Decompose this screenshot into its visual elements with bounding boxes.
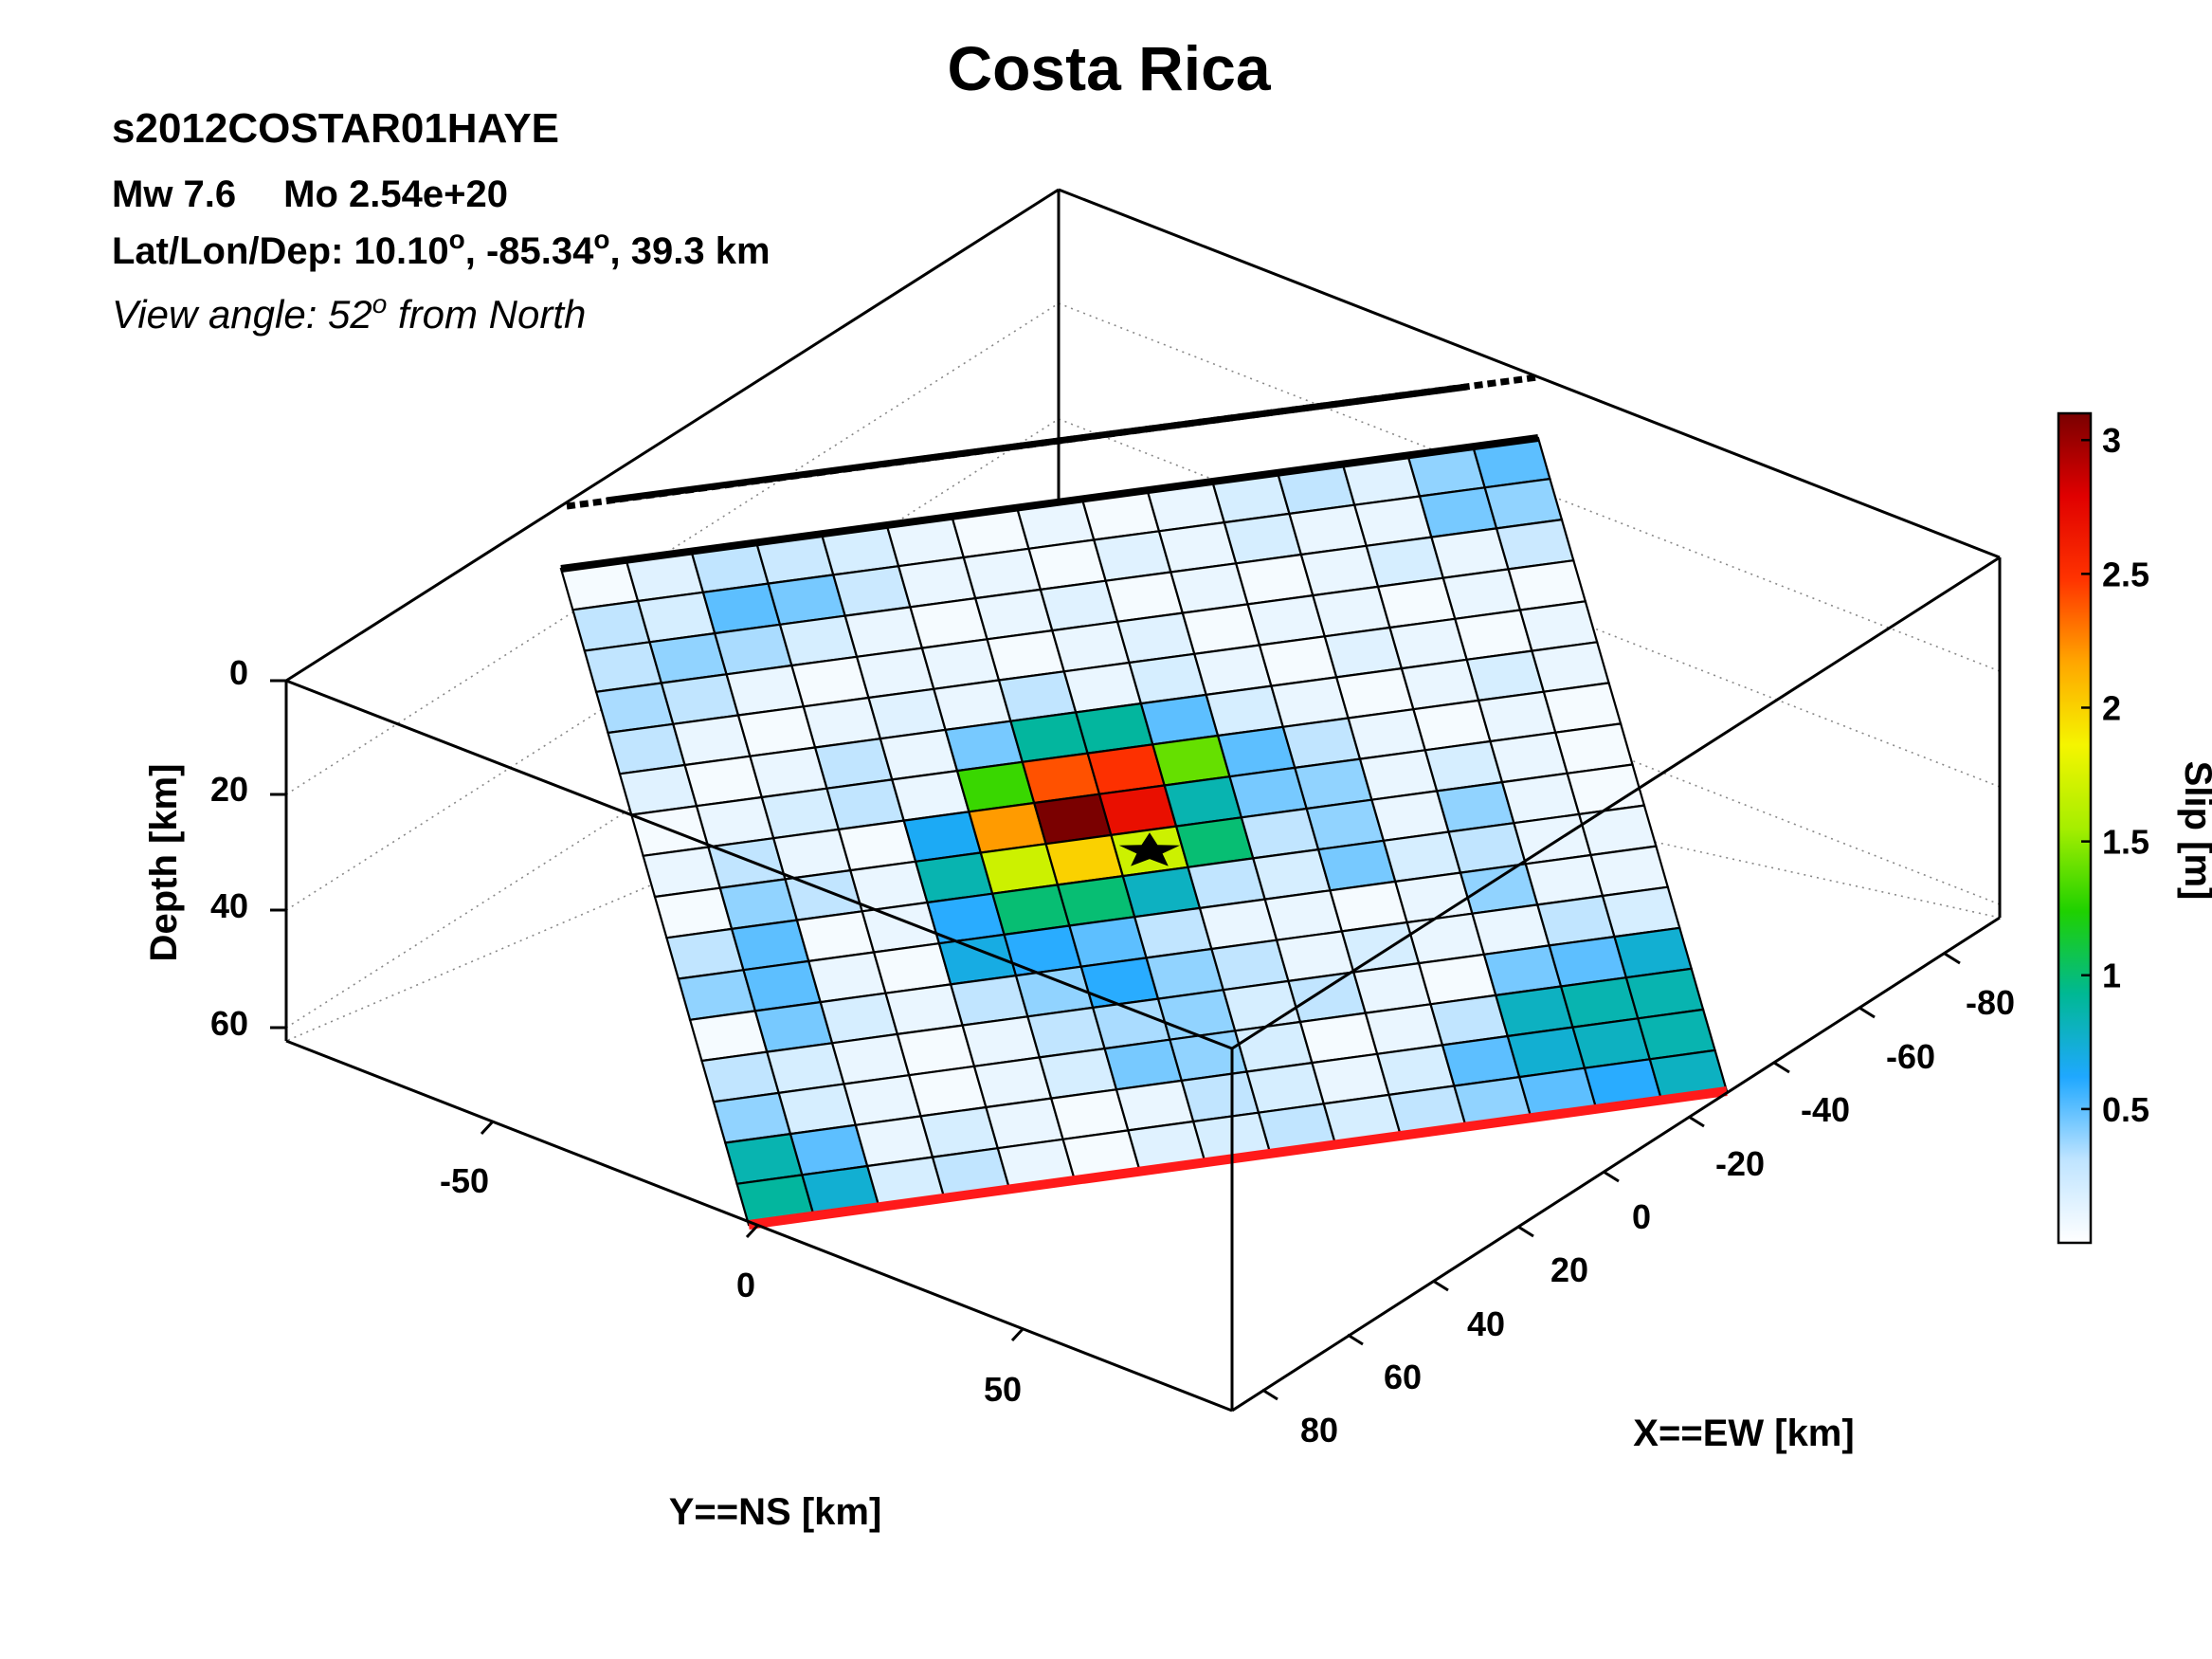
x-tick-mark (1858, 1006, 1876, 1019)
magnitude-text: Mw 7.6 Mo 2.54e+20 (112, 173, 508, 215)
frame-edge (285, 188, 1060, 683)
z-tick-label: 40 (210, 886, 248, 925)
x-tick-mark (1773, 1061, 1790, 1074)
y-tick-label: 50 (984, 1370, 1022, 1409)
frame-edge (285, 679, 1233, 1050)
fault-plane (559, 436, 1729, 1227)
colorbar-tick-label: 1.5 (2102, 823, 2149, 862)
mo-value: Mo 2.54e+20 (283, 173, 508, 215)
degree-1: o (449, 225, 465, 254)
colorbar-tick-label: 2.5 (2102, 555, 2149, 593)
y-axis-label: Y==NS [km] (669, 1491, 882, 1533)
frame-edge (1058, 188, 2001, 559)
colorbar: 0.5 1 1.5 2 2.5 3 Slip [m] (2057, 411, 2212, 1245)
x-tick-label: -20 (1715, 1144, 1765, 1183)
fault-bottom-edge (748, 1086, 1728, 1230)
lon-value: , -85.34 (465, 230, 594, 272)
view-angle-degree: o (372, 289, 388, 319)
x-tick-label: -80 (1966, 983, 2015, 1022)
x-tick-label: 60 (1384, 1358, 1422, 1396)
surface-trace (566, 374, 1538, 510)
z-axis-label: Depth [km] (143, 764, 185, 962)
x-tick-mark (1603, 1170, 1620, 1183)
colorbar-tick-label: 2 (2102, 688, 2121, 727)
x-tick-mark (1944, 952, 1961, 965)
frame-edge (1231, 556, 2001, 1050)
location-text: Lat/Lon/Dep: 10.10o, -85.34o, 39.3 km (112, 225, 771, 272)
x-tick-label: 0 (1632, 1197, 1651, 1236)
mw-value: Mw 7.6 (112, 173, 236, 215)
x-axis-label: X==EW [km] (1633, 1413, 1854, 1454)
x-tick-label: 40 (1467, 1304, 1505, 1343)
z-axis: 0 20 40 60 Depth [km] (143, 653, 286, 1043)
x-tick-label: -60 (1886, 1037, 1935, 1076)
y-tick-label: -50 (440, 1161, 489, 1200)
view-angle-suffix: from North (387, 292, 586, 337)
x-tick-label: 20 (1550, 1250, 1588, 1289)
y-tick-mark (1010, 1326, 1025, 1342)
hypocenter-star (1118, 832, 1181, 866)
x-tick-mark (1688, 1115, 1705, 1128)
fault-top-edge (560, 434, 1539, 573)
z-tick-label: 0 (229, 653, 248, 692)
axes-frame (284, 188, 2002, 1413)
view-angle-prefix: View angle: 52 (112, 292, 372, 337)
y-tick-mark (745, 1223, 760, 1239)
event-id: s2012COSTAR01HAYE (112, 105, 559, 152)
view-angle-text: View angle: 52o from North (112, 289, 586, 337)
z-tick-label: 60 (210, 1004, 248, 1043)
colorbar-tick-label: 1 (2102, 957, 2121, 995)
colorbar-tick-label: 0.5 (2102, 1090, 2149, 1129)
x-axis: -80 -60 -40 -20 0 20 40 60 80 X==EW [km] (1261, 952, 2015, 1454)
colorbar-tick-label: 3 (2102, 421, 2121, 460)
x-tick-mark (1347, 1333, 1364, 1346)
lat-value: Lat/Lon/Dep: 10.10 (112, 230, 449, 272)
chart-title: Costa Rica (947, 33, 1271, 103)
surface-trace-solid (606, 383, 1468, 504)
colorbar-gradient (2057, 411, 2093, 1245)
y-tick-mark (480, 1120, 495, 1136)
x-tick-mark (1517, 1225, 1534, 1238)
x-tick-label: 80 (1300, 1411, 1338, 1449)
x-tick-mark (1432, 1279, 1449, 1292)
y-axis: -50 0 50 Y==NS [km] (440, 1120, 1025, 1533)
degree-2: o (593, 225, 609, 254)
colorbar-ticks: 0.5 1 1.5 2 2.5 3 (2081, 421, 2149, 1129)
depth-value: , 39.3 km (610, 230, 771, 272)
x-tick-mark (1261, 1388, 1278, 1401)
z-tick-label: 20 (210, 770, 248, 809)
frame-edge (1231, 916, 2001, 1413)
x-tick-label: -40 (1801, 1090, 1850, 1129)
colorbar-label: Slip [m] (2177, 761, 2212, 901)
y-tick-label: 0 (736, 1266, 755, 1304)
